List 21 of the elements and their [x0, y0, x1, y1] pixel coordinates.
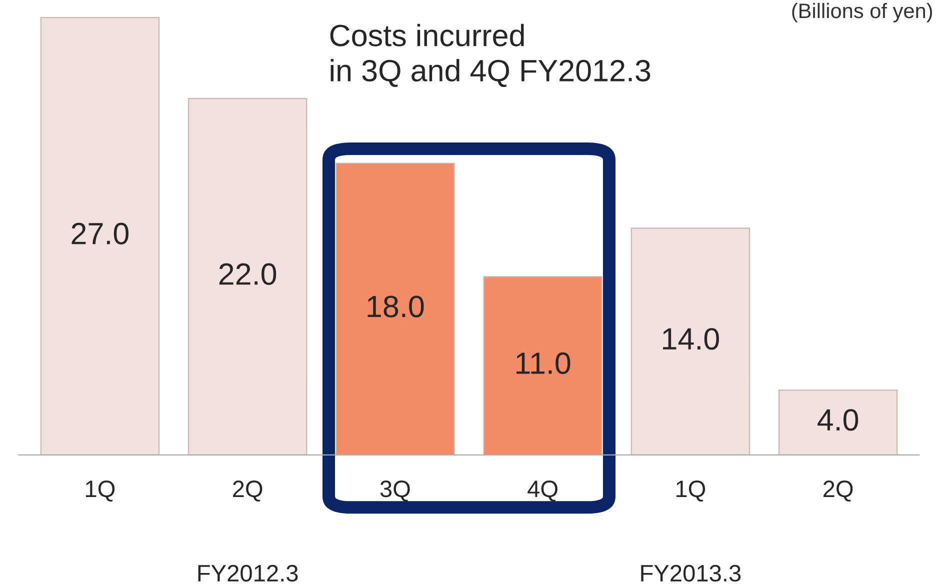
bar — [483, 276, 602, 455]
x-tick-label: 3Q — [380, 480, 410, 502]
text: FY2012.3 — [198, 564, 298, 582]
x-tick-label: 1Q — [86, 480, 115, 502]
x-tick-label: 4Q — [528, 480, 558, 502]
x-tick-label: 2Q — [823, 480, 853, 502]
bar — [40, 16, 160, 455]
data-label: 22.0 — [219, 263, 276, 285]
x-tick-label: 2Q — [233, 480, 262, 502]
x-tick-label: 1Q — [676, 480, 706, 502]
bar — [188, 98, 308, 455]
bar — [778, 390, 898, 455]
data-label: 18.0 — [368, 296, 424, 318]
bar — [630, 228, 750, 455]
annotation: (Billions of yen) — [792, 2, 932, 22]
text: FY2013.3 — [641, 564, 741, 582]
data-label: 14.0 — [663, 328, 719, 350]
data-label: 27.0 — [72, 222, 128, 244]
annotation: Costs incurred in 3Q and 4Q FY2012.3 — [330, 24, 650, 87]
data-label: 11.0 — [516, 352, 570, 374]
data-label: 4.0 — [818, 409, 858, 431]
